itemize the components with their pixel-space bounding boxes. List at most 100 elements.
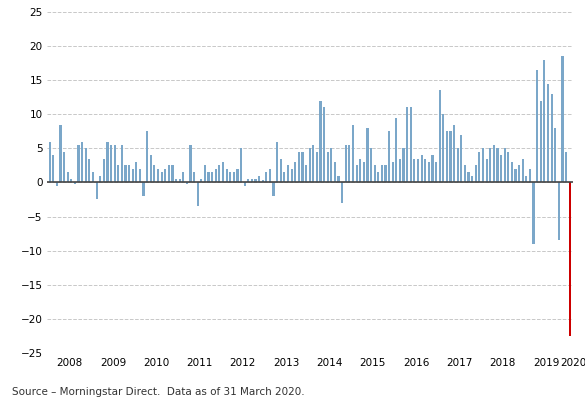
Bar: [482, 148, 484, 182]
Bar: [323, 107, 325, 182]
Bar: [439, 91, 441, 182]
Bar: [208, 172, 209, 182]
Bar: [168, 166, 170, 182]
Bar: [326, 152, 329, 182]
Bar: [363, 162, 365, 182]
Bar: [143, 182, 144, 196]
Bar: [132, 169, 134, 182]
Bar: [377, 172, 380, 182]
Bar: [261, 180, 264, 182]
Bar: [99, 176, 101, 182]
Bar: [269, 169, 271, 182]
Bar: [312, 145, 314, 182]
Bar: [60, 125, 61, 182]
Bar: [410, 107, 412, 182]
Bar: [280, 159, 282, 182]
Bar: [356, 166, 357, 182]
Bar: [85, 148, 87, 182]
Bar: [226, 169, 228, 182]
Bar: [193, 172, 195, 182]
Bar: [529, 169, 531, 182]
Bar: [341, 182, 343, 203]
Bar: [103, 159, 105, 182]
Bar: [197, 182, 199, 206]
Bar: [348, 145, 350, 182]
Bar: [381, 166, 383, 182]
Bar: [319, 101, 322, 182]
Bar: [294, 162, 297, 182]
Bar: [182, 172, 184, 182]
Bar: [121, 145, 123, 182]
Bar: [359, 159, 362, 182]
Bar: [554, 128, 556, 182]
Bar: [384, 166, 387, 182]
Bar: [421, 155, 423, 182]
Bar: [504, 148, 506, 182]
Bar: [460, 135, 462, 182]
Bar: [522, 159, 524, 182]
Bar: [139, 169, 141, 182]
Bar: [446, 132, 448, 182]
Bar: [352, 125, 354, 182]
Bar: [486, 159, 488, 182]
Bar: [92, 172, 94, 182]
Bar: [287, 166, 289, 182]
Bar: [374, 166, 376, 182]
Bar: [334, 162, 336, 182]
Bar: [113, 145, 116, 182]
Bar: [366, 128, 369, 182]
Bar: [247, 179, 249, 182]
Bar: [70, 179, 73, 182]
Bar: [558, 182, 560, 240]
Bar: [273, 182, 275, 196]
Bar: [110, 145, 112, 182]
Bar: [251, 179, 253, 182]
Bar: [338, 176, 340, 182]
Bar: [457, 148, 459, 182]
Bar: [153, 166, 156, 182]
Bar: [218, 166, 221, 182]
Bar: [514, 169, 517, 182]
Bar: [291, 169, 292, 182]
Bar: [392, 162, 394, 182]
Bar: [52, 155, 54, 182]
Bar: [254, 179, 257, 182]
Bar: [215, 169, 217, 182]
Bar: [565, 152, 567, 182]
Bar: [305, 166, 307, 182]
Bar: [562, 57, 563, 182]
Bar: [500, 155, 502, 182]
Bar: [298, 152, 300, 182]
Bar: [125, 166, 126, 182]
Bar: [67, 172, 69, 182]
Bar: [171, 166, 174, 182]
Bar: [128, 166, 130, 182]
Bar: [74, 182, 76, 184]
Bar: [63, 152, 65, 182]
Bar: [190, 145, 192, 182]
Bar: [479, 152, 480, 182]
Bar: [507, 152, 510, 182]
Bar: [453, 125, 455, 182]
Bar: [497, 148, 498, 182]
Bar: [399, 159, 401, 182]
Bar: [157, 169, 159, 182]
Bar: [428, 162, 430, 182]
Bar: [81, 142, 83, 182]
Bar: [464, 166, 466, 182]
Bar: [233, 172, 235, 182]
Bar: [236, 169, 239, 182]
Bar: [56, 182, 58, 186]
Bar: [95, 182, 98, 200]
Bar: [406, 107, 408, 182]
Bar: [331, 148, 332, 182]
Bar: [388, 132, 390, 182]
Bar: [265, 172, 267, 182]
Bar: [276, 142, 278, 182]
Bar: [222, 162, 224, 182]
Bar: [160, 172, 163, 182]
Bar: [301, 152, 304, 182]
Bar: [435, 162, 437, 182]
Bar: [117, 166, 119, 182]
Bar: [316, 152, 318, 182]
